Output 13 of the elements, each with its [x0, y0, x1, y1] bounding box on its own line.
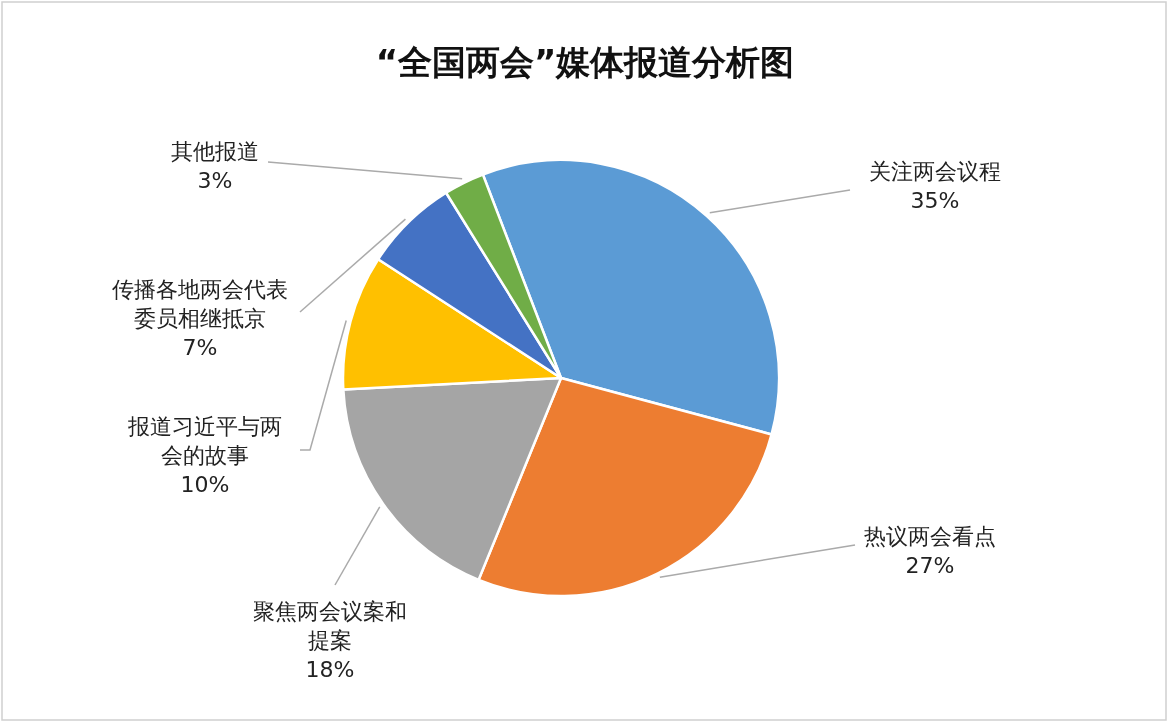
chart-title: “全国两会”媒体报道分析图 — [374, 41, 796, 84]
slice-label: 传播各地两会代表委员相继抵京 — [111, 276, 288, 331]
data-label: 18% — [305, 656, 355, 682]
slice-label: 其他报道 — [171, 139, 259, 164]
slice-label: 关注两会议程 — [869, 159, 1001, 184]
slice-label: 聚焦两会议案和提案 — [253, 598, 407, 653]
data-label: 35% — [910, 188, 960, 213]
data-label: 10% — [180, 471, 230, 497]
data-label: 7% — [182, 334, 218, 360]
data-label: 3% — [197, 168, 233, 193]
slice-label: 热议两会看点 — [864, 524, 996, 549]
data-label: 27% — [905, 553, 955, 578]
slice-label: 报道习近平与两会的故事 — [128, 413, 282, 468]
